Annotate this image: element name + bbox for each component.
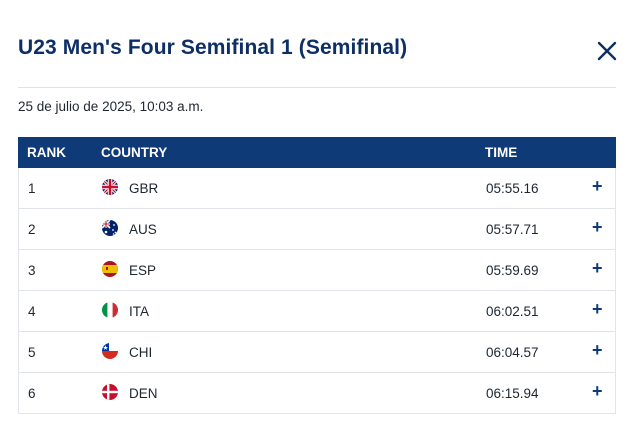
table-row[interactable]: 3 ESP 05:59.69 + (18, 250, 616, 291)
row-time: 06:02.51 (486, 304, 539, 319)
expand-plus-icon[interactable]: + (592, 381, 603, 401)
flag-esp-icon (102, 261, 118, 277)
expand-plus-icon[interactable]: + (592, 299, 603, 319)
expand-plus-icon[interactable]: + (592, 258, 603, 278)
row-country: ESP (129, 263, 157, 278)
table-row[interactable]: 1 GBR 05:55.16 + (18, 168, 616, 209)
row-time: 05:59.69 (486, 263, 539, 278)
flag-aus-icon (102, 220, 118, 236)
row-rank: 2 (28, 222, 36, 237)
expand-plus-icon[interactable]: + (592, 340, 603, 360)
header-time: TIME (485, 145, 518, 160)
row-rank: 1 (28, 181, 36, 196)
results-table: RANK COUNTRY TIME 1 GBR (18, 137, 616, 414)
row-country: GBR (129, 181, 159, 196)
row-rank: 4 (28, 304, 36, 319)
table-row[interactable]: 2 (18, 209, 616, 250)
flag-chi-icon (102, 343, 118, 359)
race-date: 25 de julio de 2025, 10:03 a.m. (18, 99, 204, 114)
expand-plus-icon[interactable]: + (592, 217, 603, 237)
row-rank: 3 (28, 263, 36, 278)
row-time: 06:15.94 (486, 386, 539, 401)
modal-title: U23 Men's Four Semifinal 1 (Semifinal) (18, 36, 408, 59)
row-time: 05:57.71 (486, 222, 539, 237)
row-country: ITA (129, 304, 149, 319)
close-icon[interactable] (596, 40, 618, 62)
row-rank: 6 (28, 386, 36, 401)
flag-ita-icon (102, 302, 118, 318)
row-country: DEN (129, 386, 158, 401)
expand-plus-icon[interactable]: + (592, 176, 603, 196)
row-rank: 5 (28, 345, 36, 360)
table-header: RANK COUNTRY TIME (18, 137, 616, 168)
close-button[interactable] (596, 40, 618, 62)
row-country: AUS (129, 222, 157, 237)
flag-den-icon (102, 384, 118, 400)
table-row[interactable]: 6 DEN 06:15.94 + (18, 373, 616, 414)
row-time: 05:55.16 (486, 181, 539, 196)
header-rank: RANK (27, 145, 66, 160)
row-time: 06:04.57 (486, 345, 539, 360)
flag-gbr-icon (102, 179, 118, 195)
table-row[interactable]: 5 CHI 06:04.57 + (18, 332, 616, 373)
divider (18, 87, 616, 88)
header-country: COUNTRY (101, 145, 168, 160)
row-country: CHI (129, 345, 153, 360)
table-row[interactable]: 4 ITA 06:02.51 + (18, 291, 616, 332)
